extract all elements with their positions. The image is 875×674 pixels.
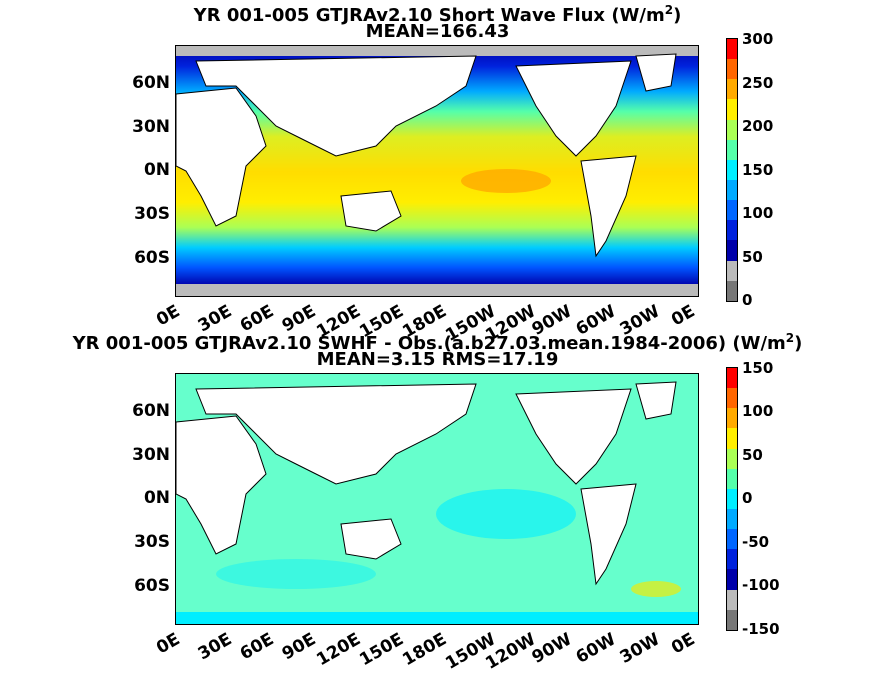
lat-label-30n: 30N	[132, 445, 170, 465]
greenland-land	[635, 53, 677, 92]
greenland-land	[635, 381, 677, 420]
land-masses	[176, 53, 677, 258]
panel1-title: YR 001-005 GTJRAv2.10 Short Wave Flux (W…	[193, 3, 682, 26]
lon-label: 90E	[278, 629, 320, 665]
lat-label-60s: 60S	[134, 576, 170, 596]
colorbar-tick: -50	[742, 533, 770, 551]
colorbar-tick: 150	[742, 161, 774, 179]
australia-land	[340, 518, 402, 560]
panel2-map	[175, 373, 699, 625]
lat-label-0n: 0N	[143, 160, 170, 180]
south-america-land	[580, 155, 637, 258]
colorbar-segment	[727, 179, 737, 201]
colorbar-segment	[727, 508, 737, 530]
colorbar-segment	[727, 448, 737, 469]
colorbar-segment	[727, 589, 737, 610]
colorbar-segment	[727, 39, 737, 60]
anomaly-yellow	[631, 581, 681, 597]
colorbar-segment	[727, 240, 737, 261]
sea-ice-south	[176, 284, 698, 296]
colorbar-tick: 0	[742, 291, 753, 309]
colorbar-tick: 100	[742, 204, 774, 222]
colorbar-segment	[727, 468, 737, 489]
lat-label-30n: 30N	[132, 117, 170, 137]
eurasia-land	[195, 55, 477, 157]
lat-label-0n: 0N	[143, 488, 170, 508]
colorbar-segment	[727, 408, 737, 429]
colorbar-segment	[727, 200, 737, 221]
sea-ice-north	[176, 46, 698, 56]
colorbar-tick: 0	[742, 489, 753, 507]
panel2-title: YR 001-005 GTJRAv2.10 SWHF - Obs.(a.b27.…	[72, 331, 803, 354]
colorbar-tick: -100	[742, 576, 780, 594]
colorbar-segment	[727, 428, 737, 449]
lat-label-60n: 60N	[132, 401, 170, 421]
colorbar-tick: 100	[742, 402, 774, 420]
panel1-colorbar	[726, 38, 738, 302]
lat-label-60n: 60N	[132, 73, 170, 93]
panel1-map	[175, 45, 699, 297]
panel2-subtitle: MEAN=3.15 RMS=17.19	[316, 349, 559, 370]
panel2-colorbar	[726, 367, 738, 631]
lon-label: 0E	[153, 629, 184, 659]
anomaly-cyan-1	[436, 489, 576, 539]
lon-label: 60W	[572, 629, 620, 668]
lon-label: 150E	[356, 629, 408, 671]
colorbar-tick: 300	[742, 30, 774, 48]
lon-label: 0E	[668, 301, 699, 331]
lon-label: 0E	[153, 301, 184, 331]
north-america-land	[515, 388, 632, 485]
lon-label: 0E	[668, 629, 699, 659]
colorbar-segment	[727, 529, 737, 550]
colorbar-tick: 50	[742, 248, 763, 266]
colorbar-segment	[727, 549, 737, 570]
lat-label-30s: 30S	[134, 532, 170, 552]
lon-label: 90W	[528, 629, 576, 668]
colorbar-segment	[727, 260, 737, 281]
lat-label-30s: 30S	[134, 204, 170, 224]
lon-label: 120E	[313, 629, 365, 671]
colorbar-segment	[727, 59, 737, 80]
colorbar-tick: -150	[742, 620, 780, 638]
warm-pool-hotspot	[461, 169, 551, 193]
africa-land	[176, 87, 267, 227]
colorbar-segment	[727, 280, 737, 301]
colorbar-tick: 200	[742, 117, 774, 135]
panel1-subtitle: MEAN=166.43	[365, 21, 510, 42]
lon-label: 60E	[236, 629, 278, 665]
colorbar-segment	[727, 220, 737, 241]
colorbar-segment	[727, 368, 737, 389]
colorbar-segment	[727, 569, 737, 590]
colorbar-segment	[727, 609, 737, 630]
south-america-land	[580, 483, 637, 586]
north-america-land	[515, 60, 632, 157]
anomaly-cyan-2	[216, 559, 376, 589]
colorbar-segment	[727, 488, 737, 509]
colorbar-segment	[727, 388, 737, 409]
lon-label: 30W	[616, 629, 664, 668]
colorbar-tick: 250	[742, 74, 774, 92]
colorbar-segment	[727, 159, 737, 180]
africa-land	[176, 415, 267, 555]
sea-ice-south	[176, 612, 698, 624]
colorbar-segment	[727, 119, 737, 140]
colorbar-segment	[727, 139, 737, 160]
colorbar-tick: 150	[742, 359, 774, 377]
lon-label: 30E	[194, 629, 236, 665]
colorbar-tick: 50	[742, 446, 763, 464]
land-masses	[176, 381, 677, 586]
colorbar-segment	[727, 79, 737, 100]
lon-label: 180E	[399, 629, 451, 671]
lat-label-60s: 60S	[134, 248, 170, 268]
eurasia-land	[195, 383, 477, 485]
colorbar-segment	[727, 99, 737, 120]
australia-land	[340, 190, 402, 232]
